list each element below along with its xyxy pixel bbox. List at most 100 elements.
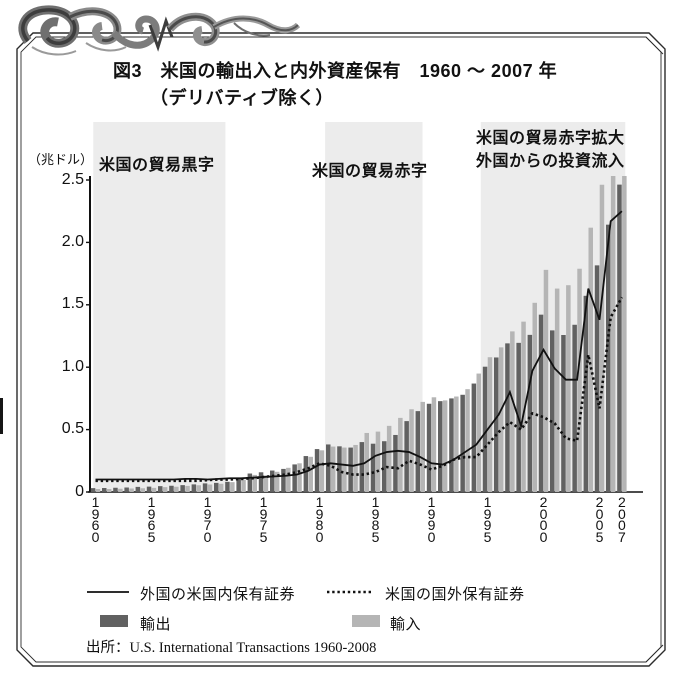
import-bar-1990 [431, 397, 437, 492]
import-bar-1980 [319, 450, 325, 492]
import-bar-1968 [185, 485, 190, 492]
import-bar-1993 [465, 389, 470, 492]
import-bar-2001 [554, 288, 560, 492]
export-bar-1966 [158, 486, 163, 492]
import-bar-1965 [151, 487, 157, 492]
legend-import-swatch [352, 615, 380, 627]
import-bar-2005 [599, 184, 605, 492]
annotation-label-0-0: 米国の貿易黒字 [99, 157, 215, 174]
import-bar-1981 [330, 446, 336, 492]
import-bar-1977 [286, 467, 291, 492]
import-bar-2007 [622, 176, 627, 492]
export-bar-2005 [594, 265, 600, 492]
import-bar-1961 [106, 489, 112, 492]
export-bar-1978 [292, 464, 297, 492]
export-bar-1996 [494, 357, 499, 492]
export-bar-1962 [113, 487, 118, 492]
y-tick-label-1.0: 1.0 [61, 357, 84, 375]
import-bar-1979 [308, 456, 313, 492]
legend-dotted-line-sample [327, 590, 372, 594]
export-bar-1963 [124, 487, 129, 492]
import-bar-1986 [386, 425, 392, 492]
import-bar-1996 [498, 347, 504, 492]
import-bar-1969 [196, 485, 201, 492]
export-bar-1993 [460, 394, 465, 492]
annotation-label-1-0: 米国の貿易赤字 [312, 163, 428, 180]
export-bar-2000 [538, 314, 544, 492]
annotation-label-2-0: 米国の貿易赤字拡大 [476, 130, 625, 147]
export-bar-1984 [359, 442, 365, 492]
import-bar-1997 [510, 331, 515, 492]
export-bar-1989 [415, 411, 421, 492]
import-bar-1972 [230, 482, 235, 492]
y-axis-unit-label: （兆ドル） [28, 152, 94, 167]
export-bar-1994 [471, 383, 477, 492]
legend-import-label: 輸入 [390, 616, 422, 633]
y-tick-label-0.5: 0.5 [61, 420, 84, 438]
export-bar-1976 [270, 470, 275, 492]
engraved-flourish-ornament [18, 5, 300, 56]
export-bar-1968 [180, 485, 185, 492]
import-bar-1963 [129, 488, 134, 492]
import-bar-1985 [375, 431, 381, 492]
export-bar-1977 [281, 468, 286, 492]
import-bar-1971 [218, 483, 224, 492]
export-bar-2006 [606, 224, 611, 492]
export-bar-1990 [426, 403, 432, 492]
legend-dotted-line-label: 米国の国外保有証券 [385, 586, 525, 603]
export-bar-2002 [561, 335, 566, 492]
source-note: 出所：U.S. International Transactions 1960-… [86, 640, 377, 656]
export-bar-2003 [572, 324, 577, 492]
import-bar-2002 [566, 285, 571, 492]
export-bar-1992 [449, 398, 454, 492]
import-bar-2003 [577, 268, 582, 492]
import-bar-1999 [532, 302, 537, 492]
import-bar-2004 [588, 227, 593, 493]
export-bar-1986 [382, 441, 387, 492]
export-bar-1971 [214, 482, 219, 492]
export-bar-1967 [169, 485, 174, 492]
import-bar-1978 [297, 463, 302, 492]
export-bar-2001 [550, 330, 555, 492]
import-bar-1991 [442, 400, 448, 492]
export-bar-1961 [102, 488, 107, 492]
export-bar-1975 [258, 472, 264, 492]
legend-solid-line-sample [87, 591, 129, 593]
legend-export-swatch [100, 615, 128, 627]
export-bar-1980 [314, 449, 320, 492]
import-bar-1960 [95, 489, 101, 492]
import-bar-1987 [398, 417, 403, 492]
import-bar-1973 [241, 479, 246, 492]
y-tick-label-0: 0 [75, 482, 84, 500]
export-bar-1972 [225, 481, 230, 492]
import-bar-1983 [353, 444, 358, 492]
scan-edge-artifact [0, 398, 3, 434]
import-bar-1967 [174, 486, 179, 492]
export-bar-1974 [247, 473, 253, 492]
export-bar-1981 [326, 444, 331, 492]
import-bar-1964 [140, 488, 145, 492]
import-bar-1982 [342, 447, 347, 492]
export-bar-1983 [348, 447, 353, 492]
export-bar-2007 [617, 184, 622, 492]
export-bar-1965 [146, 486, 152, 492]
export-bar-1997 [505, 343, 510, 492]
export-bar-1964 [135, 486, 141, 492]
export-bar-1987 [393, 434, 398, 492]
y-tick-label-2.0: 2.0 [61, 232, 84, 250]
import-bar-1970 [207, 484, 213, 492]
figure-subtitle: （デリバティブ除く） [150, 88, 334, 108]
export-bar-1991 [438, 401, 443, 492]
import-bar-1994 [476, 373, 481, 492]
import-bar-1962 [118, 488, 123, 492]
